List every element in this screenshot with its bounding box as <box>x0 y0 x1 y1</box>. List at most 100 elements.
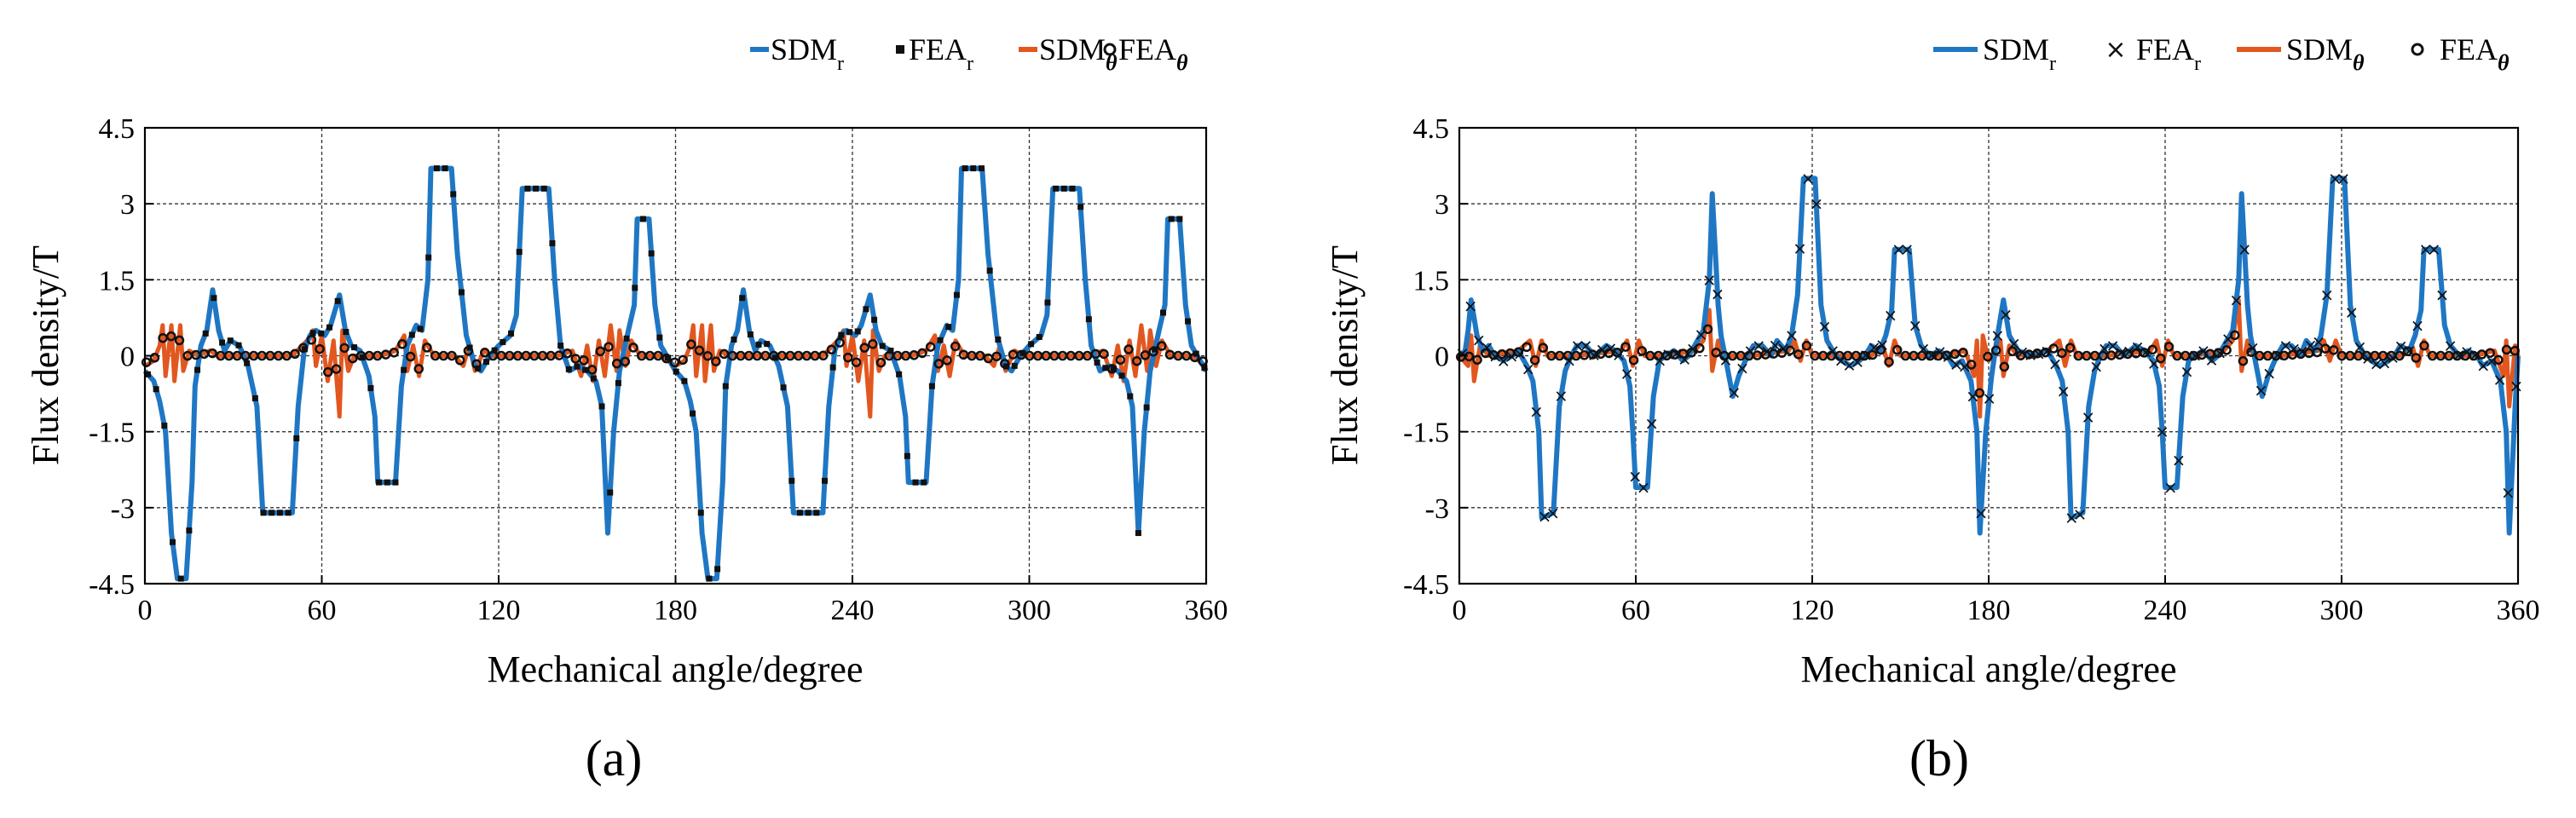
fea-r-point <box>557 343 564 349</box>
fea-r-point <box>1102 365 1109 372</box>
fea-r-point <box>450 191 457 198</box>
fea-theta-point <box>1999 361 2010 372</box>
fea-r-point <box>309 330 316 337</box>
fea-theta-point <box>2411 353 2422 363</box>
fea-theta-point <box>1711 348 1721 358</box>
fea-r-point <box>1077 204 1084 210</box>
fea-r-point <box>194 366 201 373</box>
fea-theta-point <box>413 364 425 374</box>
fea-r-point <box>607 489 614 496</box>
fea-theta-point <box>323 366 333 377</box>
fea-theta-point <box>1099 349 1109 360</box>
panel-b-label: (b) <box>1909 730 1969 786</box>
fea-r-point: × <box>2501 482 2515 503</box>
fea-r-point: × <box>1817 316 1832 337</box>
fea-theta-point <box>2402 346 2413 357</box>
fea-r-point: × <box>1809 193 1823 214</box>
fea-theta-point <box>579 355 589 366</box>
legend-a-fea-r-label: FEAr <box>909 32 973 75</box>
fea-r-point: × <box>2418 239 2433 260</box>
fea-r-point: × <box>1538 506 1552 527</box>
fea-r-point <box>722 383 729 389</box>
fea-theta-point <box>2221 345 2232 355</box>
fea-r-point <box>673 368 679 375</box>
x-tick-label: 120 <box>477 595 521 626</box>
fea-r-point: × <box>1784 325 1799 346</box>
fea-r-point <box>912 479 919 486</box>
panel-a-legend: SDMr FEAr SDMθ FEAθ <box>750 32 1188 75</box>
fea-r-point <box>516 249 523 256</box>
x-tick-label: 0 <box>138 595 153 626</box>
fea-theta-point <box>1140 350 1151 360</box>
fea-r-point <box>796 510 803 516</box>
fea-theta-point <box>818 350 829 361</box>
fea-r-point <box>871 316 878 323</box>
fea-theta-point <box>166 331 176 342</box>
fea-theta-point <box>1612 347 1623 358</box>
fea-r-point <box>186 527 193 534</box>
fea-r-point <box>896 371 903 377</box>
fea-theta-point <box>1695 343 1705 354</box>
fea-r-point: × <box>1974 503 1989 523</box>
fea-theta-point <box>463 345 474 356</box>
fea-r-point <box>491 347 498 354</box>
fea-theta-point <box>2485 348 2495 358</box>
fea-theta-point <box>2230 330 2240 341</box>
panel-a-chart: 0 60 120 180 240 300 360 -4.5 -3 -1.5 0 1.5 3 4.5 Mec… <box>25 32 1228 786</box>
fea-r-point <box>615 380 621 387</box>
fea-r-point <box>1044 299 1051 306</box>
fea-r-point: × <box>2048 354 2063 374</box>
fea-r-point <box>887 348 894 354</box>
y-tick-label: 4.5 <box>99 113 136 145</box>
fea-r-point <box>1152 346 1158 353</box>
fea-theta-point <box>1529 354 1540 366</box>
fea-theta-point <box>1115 354 1126 366</box>
fea-theta-point <box>397 339 407 349</box>
panel-b-legend: SDMr × FEAr SDMθ FEAθ <box>1933 32 2510 75</box>
fea-r-point: × <box>1892 239 1906 260</box>
fea-r-point <box>376 479 383 486</box>
fea-r-point: × <box>1883 305 1897 325</box>
fea-r-point <box>747 331 754 338</box>
fea-r-point <box>945 324 952 331</box>
fea-theta-point <box>1702 324 1713 335</box>
x-tick-label: 120 <box>1791 595 1834 626</box>
y-tick-label: 3 <box>120 189 135 221</box>
fea-r-point <box>1176 216 1183 222</box>
fea-r-point <box>458 289 465 296</box>
fea-r-point: × <box>2081 406 2095 427</box>
fea-r-point: × <box>1570 336 1585 356</box>
panel-a-ticks: 0 60 120 180 240 300 360 -4.5 -3 -1.5 0 1.5 3 4.5 <box>89 113 1227 626</box>
fea-r-point <box>813 510 820 516</box>
fea-r-point <box>549 240 556 247</box>
fea-theta-point <box>686 339 696 349</box>
legend-b-sdm-r-label: SDMr <box>1983 32 2056 75</box>
panel-b-sdm-r-series <box>1458 176 2521 536</box>
fea-theta-point <box>1793 349 1804 360</box>
fea-r-point: × <box>2065 507 2079 527</box>
legend-b-fea-theta-marker <box>2411 43 2424 56</box>
fea-theta-point <box>2156 353 2166 364</box>
y-tick-label: 3 <box>1435 189 1449 221</box>
fea-theta-point <box>2065 343 2076 353</box>
fea-r-point <box>359 354 366 360</box>
panel-a-fea-theta-markers <box>141 331 1208 377</box>
y-tick-label: -1.5 <box>1403 418 1449 449</box>
fea-r-point: × <box>1464 296 1478 316</box>
fea-theta-point <box>1148 346 1158 357</box>
fea-r-point <box>690 410 696 417</box>
fea-r-point: × <box>1587 345 1602 366</box>
fea-r-point: × <box>2411 315 2425 336</box>
fea-r-point: × <box>1900 239 1915 260</box>
fea-r-point <box>986 268 993 274</box>
fea-r-point <box>1085 316 1092 323</box>
fea-r-point <box>219 339 226 346</box>
fea-r-point <box>574 363 580 370</box>
fea-theta-point <box>454 355 465 366</box>
fea-r-point <box>211 295 217 302</box>
fea-theta-point <box>1123 344 1134 354</box>
fea-theta-point <box>2040 347 2051 358</box>
fea-theta-point <box>1785 345 1795 356</box>
fea-r-point: × <box>2105 336 2120 356</box>
fea-r-point <box>334 297 341 304</box>
